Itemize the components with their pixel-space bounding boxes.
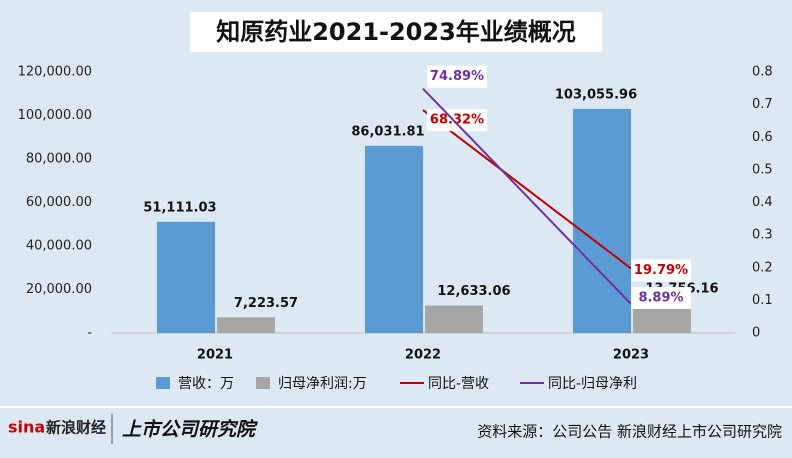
- line-value-label: 8.89%: [638, 290, 683, 305]
- y2-tick-label: 0.3: [752, 228, 773, 243]
- source: 资料来源：公司公告 新浪财经上市公司研究院: [477, 423, 782, 441]
- y-tick-label: 20,000.00: [26, 282, 92, 297]
- bar-value-label: 12,633.06: [437, 284, 510, 299]
- line-value-label: 74.89%: [430, 69, 484, 84]
- bar-value-label: 51,111.03: [143, 200, 216, 215]
- bar: [425, 305, 483, 333]
- bar: [157, 221, 215, 333]
- logo-right: 上市公司研究院: [122, 419, 258, 441]
- legend-label: 同比-归母净利: [548, 375, 637, 392]
- y-tick-label: 100,000.00: [18, 108, 92, 123]
- y-tick-label: -: [87, 326, 92, 341]
- bar: [217, 317, 275, 333]
- line: [422, 109, 632, 270]
- y-tick-label: 80,000.00: [26, 152, 92, 167]
- title-box: [190, 12, 602, 52]
- bar-value-label: 103,055.96: [555, 87, 637, 102]
- y2-tick-label: 0.2: [752, 260, 773, 275]
- bar: [573, 108, 631, 333]
- chart-title: 知原药业2021-2023年业绩概况: [216, 18, 576, 46]
- legend-label: 同比-营收: [428, 376, 489, 392]
- bar: [365, 145, 423, 333]
- x-tick-label: 2022: [405, 348, 441, 363]
- y2-tick-label: 0.4: [752, 195, 773, 210]
- legend-swatch: [256, 377, 270, 389]
- y2-tick-label: 0.5: [752, 162, 773, 177]
- y2-tick-label: 0.6: [752, 130, 773, 145]
- line-label-box: [427, 109, 487, 132]
- y-tick-label: 40,000.00: [26, 239, 92, 254]
- bar-value-label: 7,223.57: [234, 296, 298, 311]
- logo-sina: sina: [8, 418, 45, 437]
- y2-tick-label: 0.8: [752, 65, 773, 80]
- y2-tick-label: 0: [752, 326, 760, 341]
- legend-swatch: [156, 377, 170, 389]
- line-value-label: 19.79%: [634, 263, 688, 278]
- y2-tick-label: 0.1: [752, 293, 773, 308]
- line-label-box: [631, 286, 691, 309]
- line-label-box: [631, 259, 691, 282]
- legend-label: 归母净利润:万: [278, 375, 367, 392]
- logo-left: 新浪财经: [46, 419, 106, 437]
- y2-tick-label: 0.7: [752, 97, 773, 112]
- line: [422, 87, 632, 305]
- legend-label: 营收：万: [178, 376, 234, 392]
- line-value-label: 68.32%: [430, 113, 484, 128]
- y-tick-label: 120,000.00: [18, 65, 92, 80]
- x-tick-label: 2023: [613, 348, 649, 363]
- y-tick-label: 60,000.00: [26, 195, 92, 210]
- x-tick-label: 2021: [197, 348, 233, 363]
- line-label-box: [427, 65, 487, 88]
- bar-value-label: 86,031.81: [351, 124, 424, 139]
